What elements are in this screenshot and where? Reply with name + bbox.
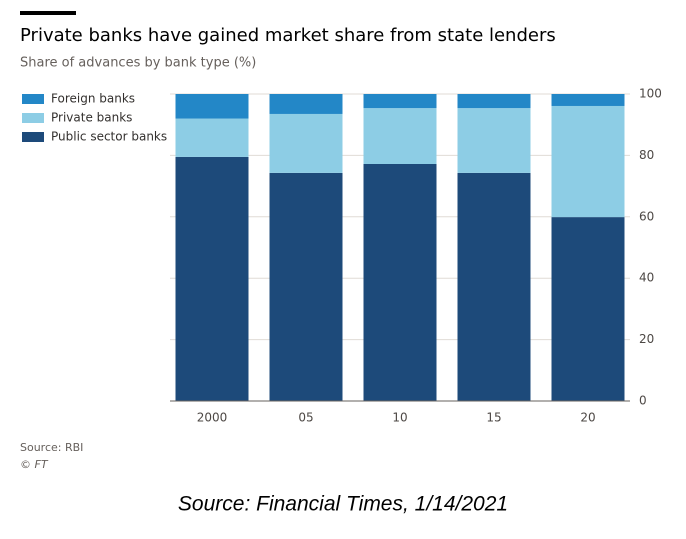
chart-title: Private banks have gained market share f… <box>20 25 556 46</box>
bar-segment <box>457 172 531 401</box>
bar-segment <box>363 94 437 109</box>
bar-segment <box>363 108 437 164</box>
bar-segment <box>269 94 343 114</box>
y-tick-label: 0 <box>639 394 647 408</box>
y-tick-label: 80 <box>639 148 654 162</box>
bar-segment <box>269 113 343 173</box>
bar-segment <box>551 217 625 401</box>
bar-segment <box>551 105 625 218</box>
legend-swatch <box>22 132 44 142</box>
bar-segment <box>175 118 249 157</box>
bar-segment <box>457 94 531 109</box>
y-tick-label: 20 <box>639 332 654 346</box>
legend-label: Private banks <box>51 111 132 125</box>
legend-label: Public sector banks <box>51 130 167 144</box>
x-tick-label: 20 <box>580 411 595 425</box>
legend-label: Foreign banks <box>51 92 135 106</box>
x-tick-label: 15 <box>486 411 501 425</box>
x-tick-label: 05 <box>298 411 313 425</box>
bar-segment <box>175 94 249 119</box>
y-tick-label: 60 <box>639 209 654 223</box>
chart-subtitle: Share of advances by bank type (%) <box>20 56 256 71</box>
bar-segment <box>269 172 343 401</box>
source: Source: RBI <box>20 441 83 454</box>
caption: Source: Financial Times, 1/14/2021 <box>178 493 508 516</box>
bar-segment <box>457 108 531 173</box>
title-bar <box>20 11 76 15</box>
x-tick-label: 2000 <box>197 411 228 425</box>
bar-segment <box>551 94 625 106</box>
x-tick-label: 10 <box>392 411 407 425</box>
credit: © FT <box>20 458 49 471</box>
y-tick-label: 100 <box>639 87 662 101</box>
y-tick-label: 40 <box>639 271 654 285</box>
bar-segment <box>363 163 437 401</box>
bar-segment <box>175 156 249 401</box>
legend-swatch <box>22 94 44 104</box>
legend-swatch <box>22 113 44 123</box>
